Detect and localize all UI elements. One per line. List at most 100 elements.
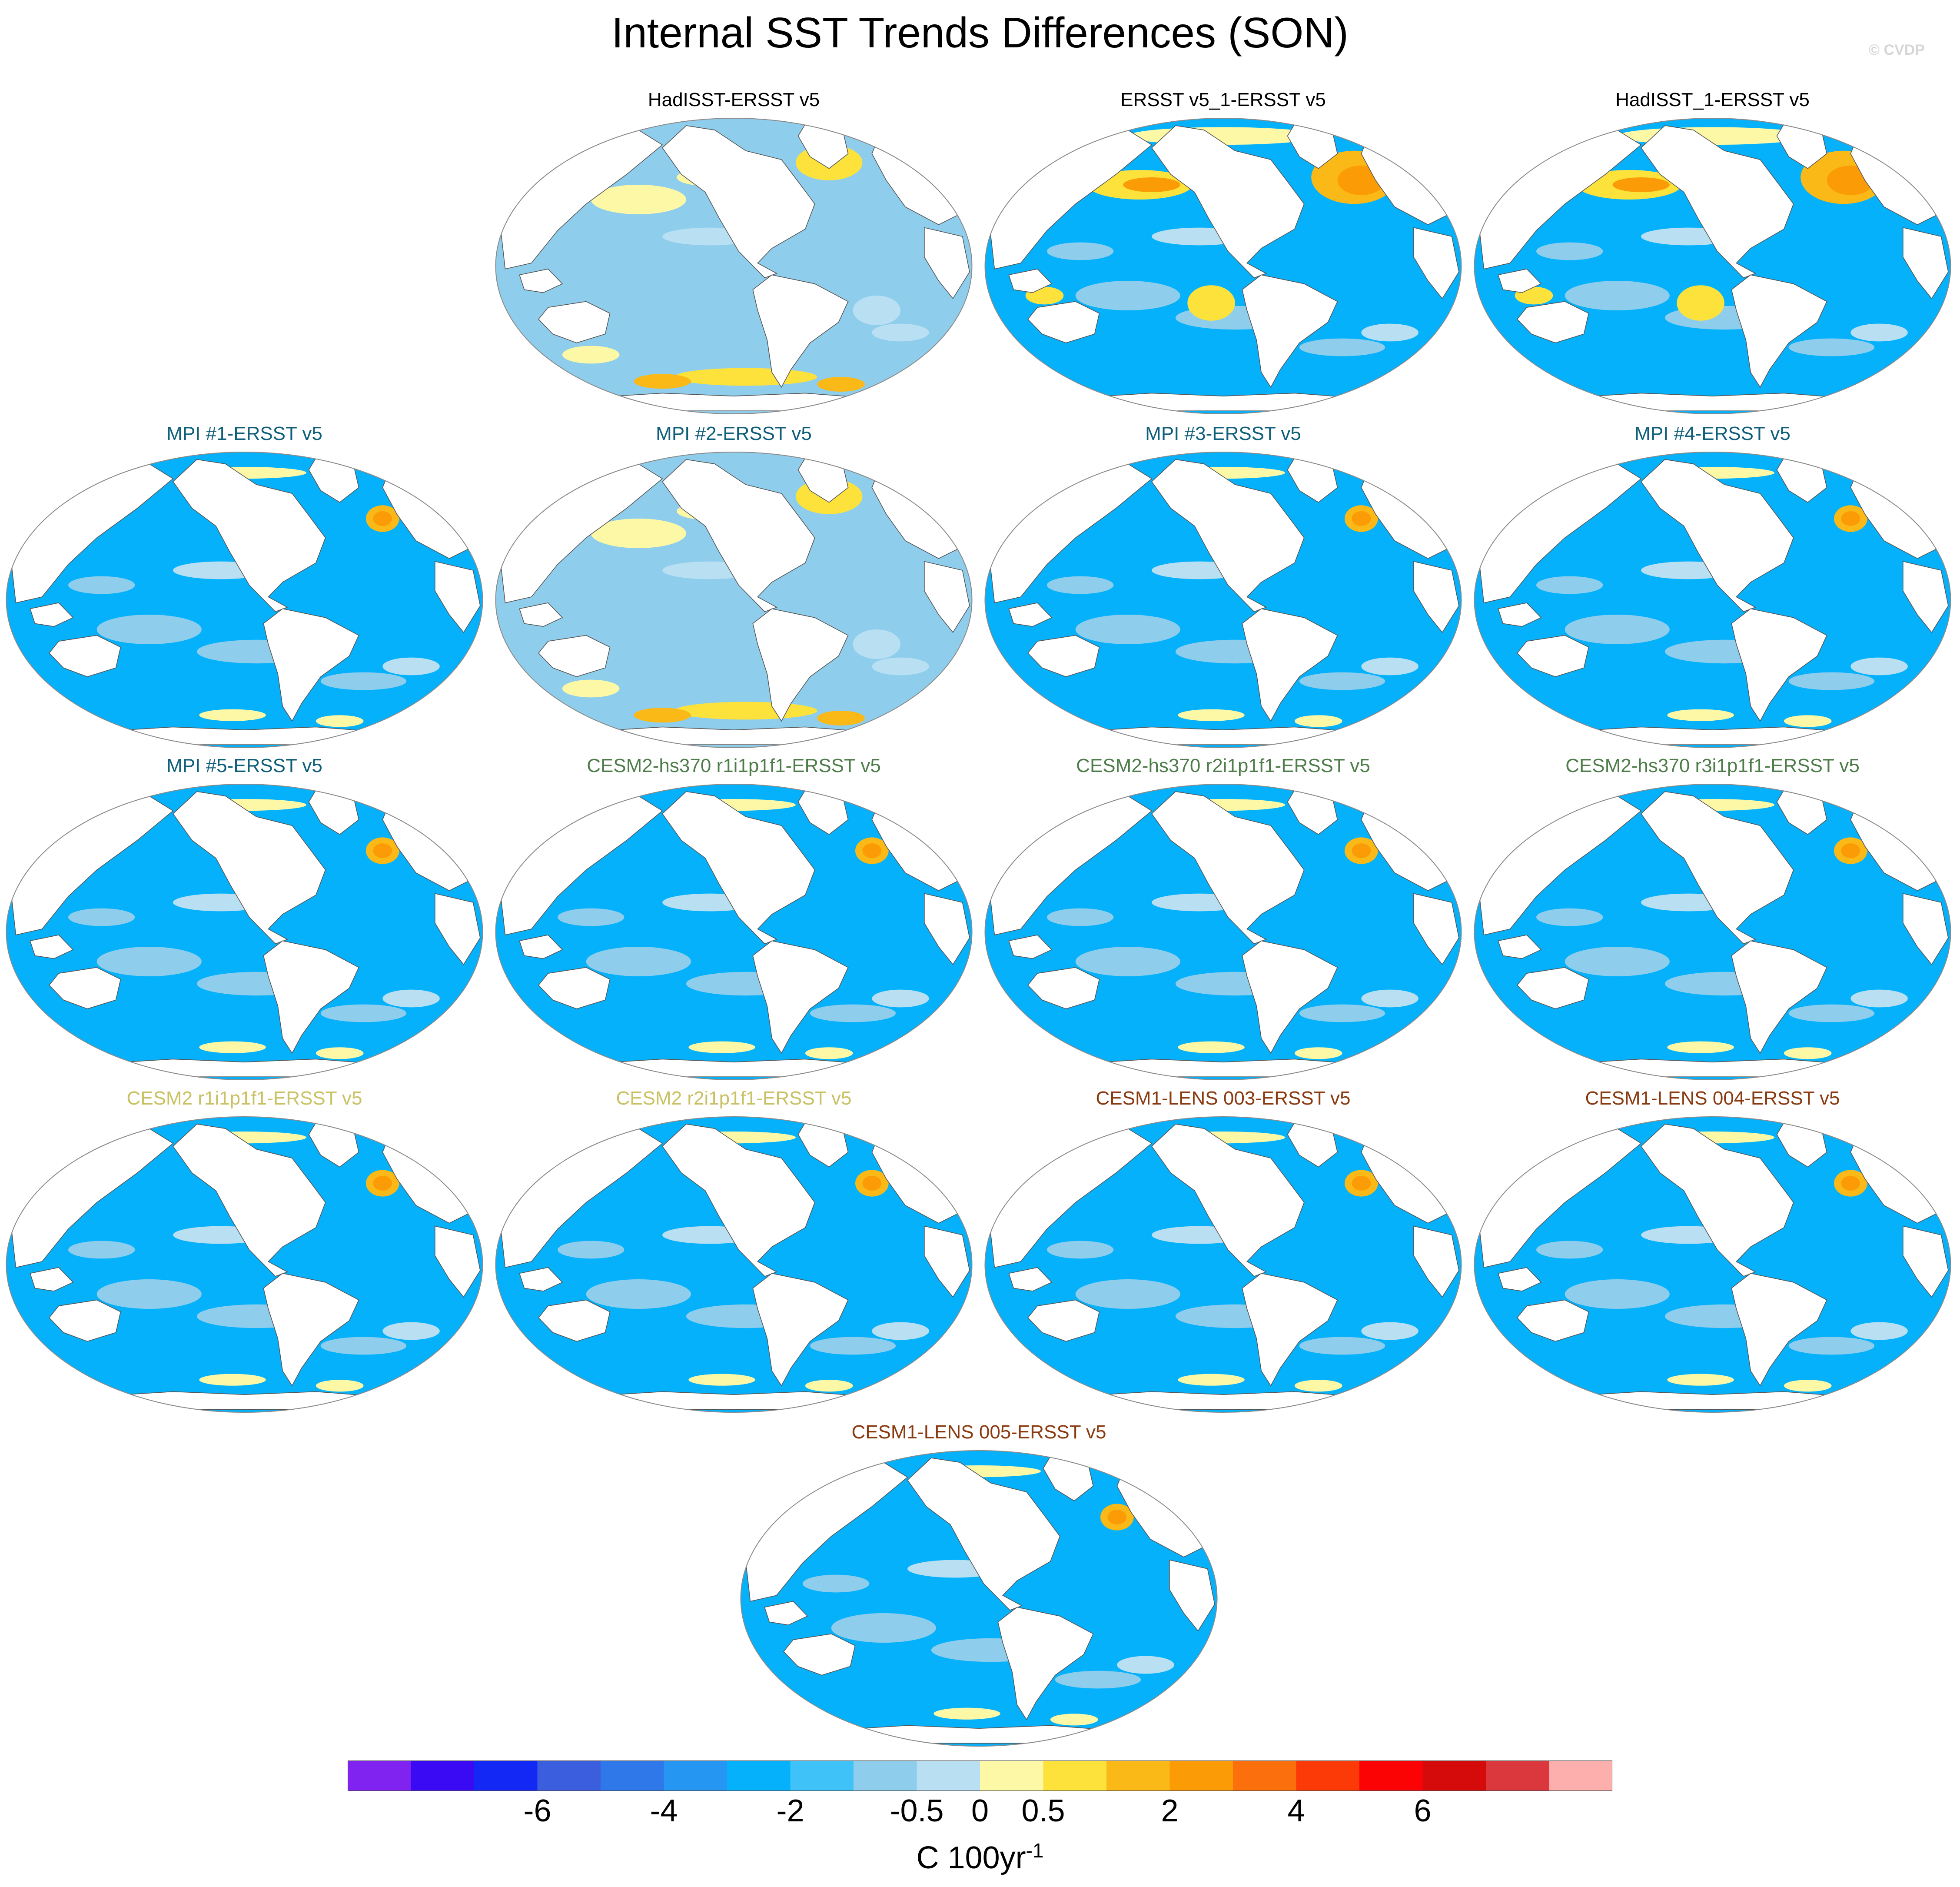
continent-australia [1027, 967, 1100, 1009]
world-map [984, 452, 1462, 748]
colorbar-tick-label: 6 [1414, 1794, 1432, 1828]
sst-anomaly-region [1117, 1656, 1174, 1674]
continent-antarctica [812, 1725, 1127, 1744]
continent-seasia [1008, 934, 1053, 959]
sst-anomaly-region [562, 346, 620, 364]
panel-title: MPI #1-ERSST v5 [166, 423, 322, 444]
colorbar-tick-label: -2 [776, 1794, 804, 1828]
continent-africa [1903, 893, 1949, 965]
sst-anomaly-region [1055, 1671, 1141, 1689]
colorbar-swatch [1359, 1761, 1423, 1791]
continent-namerica [1151, 125, 1305, 279]
panel-title: CESM2 r1i1p1f1-ERSST v5 [126, 1088, 362, 1109]
sst-anomaly-region [688, 1041, 755, 1053]
sst-anomaly-region [591, 519, 686, 548]
continent-namerica [662, 1124, 815, 1277]
panel-title: HadISST_1-ERSST v5 [1615, 89, 1810, 110]
panel-title: CESM2-hs370 r1i1p1f1-ERSST v5 [587, 755, 881, 776]
continent-africa [1903, 1225, 1949, 1298]
sst-anomaly-region [634, 374, 691, 389]
map-border [1474, 118, 1951, 414]
continent-africa [924, 227, 970, 300]
sst-anomaly-region [1107, 1510, 1127, 1524]
continent-namerica [1641, 459, 1794, 612]
colorbar-swatch [1106, 1761, 1170, 1791]
continent-samerica [752, 1273, 849, 1387]
continent-africa [435, 561, 481, 633]
sst-anomaly-region [586, 615, 691, 644]
continent-australia [1027, 1299, 1100, 1342]
sst-anomaly-region [96, 947, 202, 976]
sst-anomaly-region [1178, 709, 1245, 721]
sst-anomaly-region [634, 708, 691, 723]
panel-title: CESM1-LENS 003-ERSST v5 [1096, 1088, 1351, 1109]
sst-anomaly-region [810, 338, 896, 356]
sst-anomaly-region [674, 702, 817, 720]
sst-anomaly-region [1565, 947, 1670, 976]
continent-africa [435, 1225, 481, 1298]
colorbar-swatch [411, 1761, 475, 1791]
map-panel: CESM1-LENS 005-ERSST v5 [734, 1419, 1223, 1754]
continent-antarctica [1056, 1058, 1371, 1078]
sst-anomaly-region [199, 709, 266, 721]
sst-anomaly-region [1784, 715, 1832, 727]
continent-samerica [263, 608, 359, 722]
continent-seasia [1008, 268, 1053, 293]
map-border [984, 784, 1462, 1080]
world-map [495, 784, 973, 1080]
sst-anomaly-region [557, 1241, 625, 1259]
continent-seasia [1008, 1267, 1053, 1292]
sst-anomaly-region [853, 296, 901, 325]
sst-anomaly-region [1612, 177, 1670, 192]
map-panel: MPI #5-ERSST v5 [0, 753, 489, 1088]
sst-anomaly-region [557, 576, 625, 594]
sst-anomaly-region [688, 1374, 755, 1386]
map-border [495, 118, 973, 414]
colorbar-swatch [1422, 1761, 1486, 1791]
continent-seasia [519, 268, 563, 293]
colorbar-swatch [727, 1761, 791, 1791]
panel-title: HadISST-ERSST v5 [648, 89, 820, 110]
colorbar-swatch [1169, 1761, 1233, 1791]
world-map [6, 1116, 483, 1413]
continent-samerica [1242, 608, 1338, 722]
world-map [984, 118, 1462, 414]
sst-anomaly-region [1850, 657, 1908, 676]
sst-anomaly-region [1075, 1279, 1180, 1309]
continent-seasia [519, 1267, 563, 1292]
continent-namerica [1151, 1124, 1305, 1277]
sst-anomaly-region [817, 377, 865, 392]
panel-title: CESM1-LENS 005-ERSST v5 [851, 1421, 1106, 1443]
sst-anomaly-region [1046, 1241, 1114, 1259]
continent-samerica [263, 940, 359, 1054]
sst-anomaly-region [199, 1374, 266, 1386]
sst-anomaly-region [320, 672, 407, 690]
sst-anomaly-region [1841, 1176, 1860, 1191]
continent-africa [1169, 1559, 1215, 1632]
sst-anomaly-region [1667, 1374, 1734, 1386]
colorbar-swatch [537, 1761, 601, 1791]
page-title: Internal SST Trends Differences (SON) [611, 9, 1349, 57]
sst-anomaly-region [68, 576, 135, 594]
sst-anomaly-region [373, 843, 392, 858]
map-panel: CESM1-LENS 003-ERSST v5 [979, 1085, 1468, 1420]
sst-anomaly-region [1294, 1047, 1342, 1059]
sst-anomaly-region [1361, 657, 1419, 676]
continent-antarctica [567, 1058, 882, 1078]
continent-antarctica [567, 393, 882, 412]
colorbar-tick-label: -0.5 [890, 1794, 944, 1828]
panel-title: MPI #3-ERSST v5 [1145, 423, 1301, 444]
sst-anomaly-region [1294, 715, 1342, 727]
sst-anomaly-region [933, 1707, 1000, 1720]
sst-anomaly-region [591, 185, 686, 214]
continent-africa [924, 561, 970, 633]
world-map [6, 452, 483, 748]
panel-title: ERSST v5_1-ERSST v5 [1120, 89, 1326, 110]
world-map [1474, 1116, 1951, 1413]
continent-australia [1517, 301, 1589, 343]
map-panel: HadISST_1-ERSST v5 [1468, 87, 1957, 422]
continent-africa [1903, 561, 1949, 633]
continent-samerica [1731, 274, 1827, 388]
continent-namerica [907, 1458, 1060, 1611]
sst-anomaly-region [1784, 1380, 1832, 1392]
